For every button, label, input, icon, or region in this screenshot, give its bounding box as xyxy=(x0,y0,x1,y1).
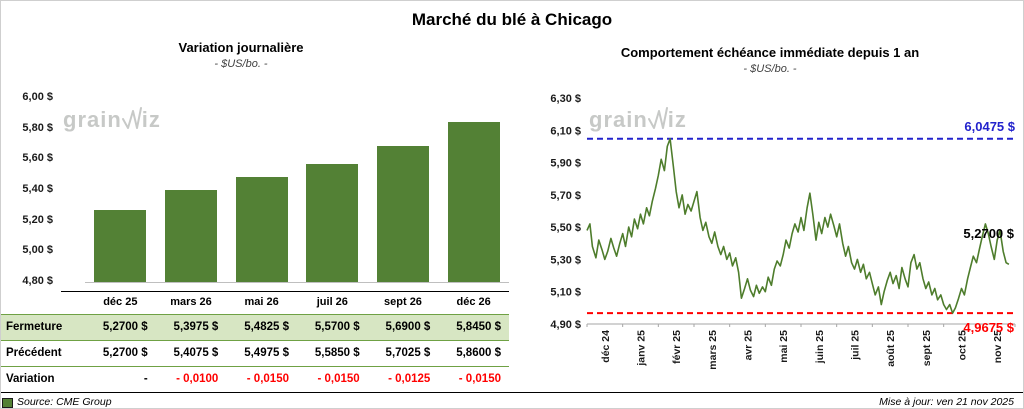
x-month-label: déc 24 xyxy=(600,330,612,363)
table-row-label: Précédent xyxy=(6,347,62,359)
x-month-label: août 25 xyxy=(885,330,897,367)
line-y-tick-label: 5,10 $ xyxy=(550,287,581,299)
table-cell: - 0,0150 xyxy=(317,373,360,385)
table-cell: 5,4975 $ xyxy=(244,347,289,359)
source-note: Source: CME Group xyxy=(17,396,112,408)
bar xyxy=(447,121,500,282)
grainwiz-watermark-left: grain iz xyxy=(63,107,161,131)
bar xyxy=(94,209,147,282)
table-cell: - 0,0150 xyxy=(458,373,501,385)
table-cell: - xyxy=(143,373,148,385)
table-cell: - 0,0125 xyxy=(388,373,431,385)
last-price-label: 5,2700 $ xyxy=(963,226,1014,241)
table-cell: 5,3975 $ xyxy=(173,321,219,333)
line-chart-svg: 6,30 $ 6,10 $ 5,90 $ 5,70 $ 5,50 $ 5,30 $ 5,10… xyxy=(550,93,1015,370)
line-y-tick-label: 5,70 $ xyxy=(550,190,581,202)
table-header-cell: sept 26 xyxy=(384,296,422,308)
bar-y-tick-label: 6,00 $ xyxy=(22,91,53,103)
fermeture-row-fill xyxy=(1,314,509,340)
table-cell: 5,2700 $ xyxy=(102,321,148,333)
table-header-cell: déc 25 xyxy=(103,296,138,308)
page-title: Marché du blé à Chicago xyxy=(411,10,613,29)
line-y-tick-label: 5,30 $ xyxy=(550,254,581,266)
table-header-cell: mars 26 xyxy=(170,296,212,308)
x-month-label: janv 25 xyxy=(636,330,648,367)
table-cell: 5,5850 $ xyxy=(314,347,360,359)
x-month-label: juin 25 xyxy=(814,330,826,364)
table-cell: 5,4825 $ xyxy=(244,321,289,333)
line-y-tick-label: 4,90 $ xyxy=(550,319,581,331)
table-header-cell: déc 26 xyxy=(456,296,491,308)
bar-chart-subtitle: - $US/bo. - xyxy=(214,58,268,70)
brand-color-square xyxy=(2,398,13,408)
line-chart-subtitle: - $US/bo. - xyxy=(743,63,797,75)
x-month-label: févr 25 xyxy=(671,330,683,364)
table-cell: 5,8600 $ xyxy=(456,347,501,359)
watermark-zigzag-icon xyxy=(647,107,668,129)
bar xyxy=(165,190,217,282)
footer-divider xyxy=(1,392,1023,393)
table-header-cell: juil 26 xyxy=(316,296,348,308)
table-cell: 5,4075 $ xyxy=(173,347,219,359)
x-month-label: juil 25 xyxy=(850,330,862,361)
table-cell: - 0,0150 xyxy=(246,373,289,385)
grainwiz-watermark-right: grain iz xyxy=(589,107,687,131)
line-chart-title: Comportement échéance immédiate depuis 1… xyxy=(620,45,920,60)
table-grid-line xyxy=(1,314,509,315)
bar-y-tick-label: 4,80 $ xyxy=(22,275,53,287)
update-note: Mise à jour: ven 21 nov 2025 xyxy=(879,396,1014,408)
table-grid-line xyxy=(1,366,509,367)
bar xyxy=(306,163,359,282)
watermark-text-prefix: grain xyxy=(589,107,648,132)
table-header-cell: mai 26 xyxy=(244,296,279,308)
table-row-label: Variation xyxy=(6,373,55,385)
table-cell: 5,7025 $ xyxy=(385,347,431,359)
watermark-text-prefix: grain xyxy=(63,107,122,132)
watermark-text-suffix: iz xyxy=(667,107,687,132)
bar-y-tick-label: 5,40 $ xyxy=(22,183,53,195)
table-cell: 5,2700 $ xyxy=(102,347,148,359)
table-cell: 5,8450 $ xyxy=(456,321,501,333)
bar-y-tick-label: 5,60 $ xyxy=(22,152,53,165)
high-line-label: 6,0475 $ xyxy=(964,119,1015,134)
line-y-tick-label: 5,50 $ xyxy=(550,222,581,234)
table-cell: 5,5700 $ xyxy=(314,321,360,333)
low-line-label: 4,9675 $ xyxy=(963,320,1014,335)
x-month-label: mars 25 xyxy=(707,330,719,370)
x-month-label: avr 25 xyxy=(743,330,755,361)
line-y-tick-label: 5,90 $ xyxy=(550,158,581,170)
table-grid-line xyxy=(1,340,509,341)
table-top-border xyxy=(61,291,509,292)
watermark-zigzag-icon xyxy=(121,107,142,129)
table-row-label: Fermeture xyxy=(6,321,63,333)
watermark-text-suffix: iz xyxy=(141,107,161,132)
x-month-label: mai 25 xyxy=(778,330,790,363)
x-month-label: oct 25 xyxy=(957,330,969,361)
price-line xyxy=(586,137,1010,314)
bar xyxy=(377,145,429,282)
x-month-label: sept 25 xyxy=(921,330,933,366)
bar xyxy=(235,177,288,282)
table-cell: - 0,0100 xyxy=(176,373,219,385)
bar-y-tick-label: 5,00 $ xyxy=(22,244,53,257)
x-month-label: nov 25 xyxy=(992,330,1004,363)
line-y-tick-label: 6,10 $ xyxy=(550,125,581,137)
bar-axis-line xyxy=(85,282,509,283)
bar-y-tick-label: 5,80 $ xyxy=(22,121,53,134)
bar-chart-title: Variation journalière xyxy=(178,40,304,55)
line-y-tick-label: 6,30 $ xyxy=(550,93,581,105)
table-cell: 5,6900 $ xyxy=(385,321,431,333)
bar-y-tick-label: 5,20 $ xyxy=(22,213,53,226)
